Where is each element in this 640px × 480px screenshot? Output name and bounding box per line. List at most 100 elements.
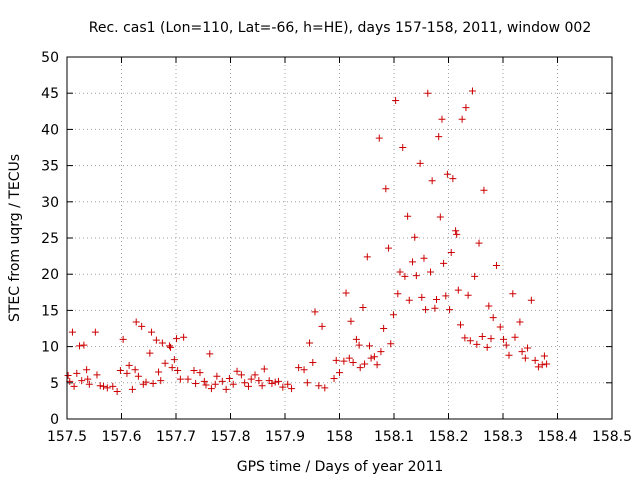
data-point (125, 361, 133, 369)
data-point (524, 344, 532, 352)
data-point (165, 342, 173, 350)
data-point (440, 259, 448, 267)
x-tick-label: 158.3 (483, 429, 523, 445)
x-tick-label: 157.6 (101, 429, 141, 445)
data-point (373, 361, 381, 369)
data-point (342, 289, 350, 297)
y-tick-label: 30 (41, 195, 59, 211)
x-tick-label: 158.1 (374, 429, 414, 445)
data-point (70, 382, 78, 390)
data-point (168, 364, 176, 372)
data-point (119, 335, 127, 343)
data-point (531, 356, 539, 364)
data-point (485, 302, 493, 310)
x-tick-label: 157.5 (47, 429, 87, 445)
data-point (202, 381, 210, 389)
data-point (260, 365, 268, 373)
data-point (258, 382, 266, 390)
y-tick-label: 15 (41, 303, 59, 319)
x-tick-label: 158.5 (592, 429, 632, 445)
data-point (128, 385, 136, 393)
x-tick-labels: 157.5 157.6 157.7 157.8 157.9 158 158.1 158.2 15… (47, 429, 632, 445)
data-point (345, 354, 353, 362)
data-point (170, 356, 178, 364)
data-point (109, 382, 117, 390)
data-point (543, 360, 551, 368)
data-point (288, 385, 296, 393)
data-point (93, 371, 101, 379)
grid-lines (67, 57, 612, 419)
data-point (311, 308, 319, 316)
data-point (461, 334, 469, 342)
data-point (103, 384, 111, 392)
data-point (540, 352, 548, 360)
data-point (318, 322, 326, 330)
data-point (157, 377, 165, 385)
data-point (173, 335, 181, 343)
data-point (418, 293, 426, 301)
data-point (404, 212, 412, 220)
data-point (454, 286, 462, 294)
data-point (190, 366, 198, 374)
data-point (409, 258, 417, 266)
y-tick-label: 0 (50, 412, 59, 428)
data-point (184, 375, 192, 383)
data-point (447, 248, 455, 256)
data-point (300, 366, 308, 374)
data-point (152, 336, 160, 344)
data-point (225, 374, 233, 382)
data-point (473, 340, 481, 348)
data-point (420, 254, 428, 262)
data-point (412, 272, 420, 280)
data-point (446, 306, 454, 314)
x-tick-label: 157.7 (156, 429, 196, 445)
data-point (315, 382, 323, 390)
data-point (176, 375, 184, 383)
data-point (511, 333, 519, 341)
data-point (218, 377, 226, 385)
data-point (255, 377, 263, 385)
data-point (237, 371, 245, 379)
data-point (489, 314, 497, 322)
data-point (207, 385, 215, 393)
data-point (303, 379, 311, 387)
data-point (456, 321, 464, 329)
y-tick-label: 45 (41, 86, 59, 102)
data-point (349, 359, 357, 367)
y-axis-label: STEC from uqrg / TECUs (7, 154, 23, 322)
data-point (452, 227, 460, 235)
data-point (233, 367, 241, 375)
x-tick-label: 157.9 (265, 429, 305, 445)
chart-title: Rec. cas1 (Lon=110, Lat=-66, h=HE), days… (89, 20, 591, 36)
data-point (453, 230, 461, 238)
y-tick-label: 20 (41, 267, 59, 283)
data-point (438, 115, 446, 123)
data-point (359, 304, 367, 312)
data-point (468, 87, 476, 95)
data-point (68, 328, 76, 336)
data-point (416, 159, 424, 167)
data-point (367, 354, 375, 362)
data-point (516, 318, 524, 326)
data-point (149, 380, 157, 388)
data-point (396, 268, 404, 276)
data-point (464, 291, 472, 299)
data-point (96, 382, 104, 390)
data-point (380, 325, 388, 332)
data-point (84, 375, 92, 383)
y-tick-labels: 0 5 10 15 20 25 30 35 40 45 50 (41, 50, 59, 428)
data-points (64, 87, 551, 395)
data-point (85, 380, 93, 388)
data-point (134, 372, 142, 380)
data-point (471, 272, 479, 280)
x-tick-label: 158.4 (537, 429, 577, 445)
data-point (309, 359, 317, 367)
data-point (505, 351, 513, 359)
data-point (158, 339, 166, 347)
y-tick-label: 40 (41, 122, 59, 138)
y-tick-label: 25 (41, 231, 59, 247)
data-point (435, 133, 443, 141)
data-point (387, 340, 395, 348)
data-point (336, 369, 343, 377)
